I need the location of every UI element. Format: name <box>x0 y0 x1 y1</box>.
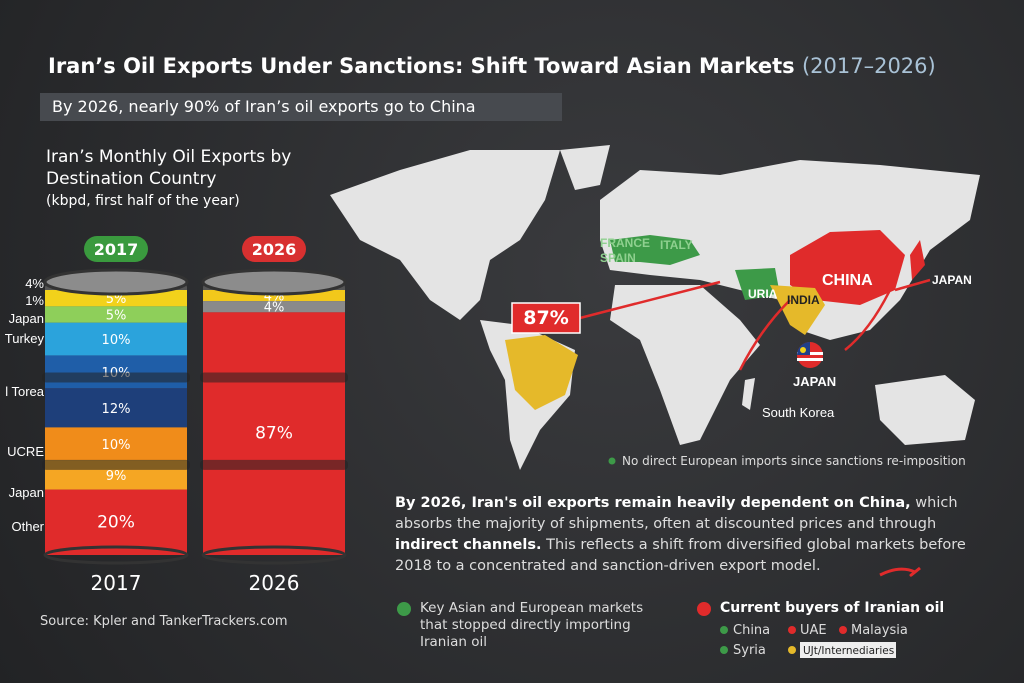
legend-left: Key Asian and European markets that stop… <box>420 600 644 650</box>
barrel-ring <box>200 459 348 470</box>
barrel-ring <box>42 459 190 470</box>
map-label: JAPAN <box>932 273 972 287</box>
australia <box>875 375 975 445</box>
legend-item: Syria <box>733 643 766 658</box>
arrows <box>579 278 931 371</box>
side-label: UCRE <box>7 444 44 459</box>
barrel-segment <box>45 427 187 461</box>
north-america <box>330 150 560 320</box>
barrel-segment <box>203 301 345 313</box>
map-note: No direct European imports since sanctio… <box>622 454 966 468</box>
title-text: Iran’s Oil Exports Under Sanctions: Shif… <box>48 54 795 78</box>
segment-label: 10% <box>102 333 131 348</box>
legend-dots <box>397 602 896 658</box>
side-label: 4% <box>25 276 44 291</box>
segment-label: 9% <box>106 469 127 484</box>
arrow <box>579 280 721 320</box>
madagascar <box>742 378 755 410</box>
legend-right-title: Current buyers of Iranian oil <box>720 600 945 616</box>
chart-subtitle: (kbpd, first half of the year) <box>46 193 240 209</box>
segment-label: 4% <box>264 301 285 316</box>
map-label: CHINA <box>822 272 873 289</box>
summary-text: This reflects a shift from diversified g… <box>395 537 966 574</box>
barrels: 5%5%10%10%12%10%9%20%201720174%4%87%2026… <box>5 236 348 595</box>
barrel-segment <box>45 355 187 389</box>
map-label: JAPAN <box>793 374 836 389</box>
europe-markets <box>610 235 700 265</box>
annotation: 87% <box>523 307 568 329</box>
barrel-ring <box>42 372 190 383</box>
barrel-lid <box>43 268 189 296</box>
greenland <box>560 145 610 190</box>
side-label: Other <box>11 519 44 534</box>
arrow <box>844 289 892 351</box>
segment-label: 87% <box>255 424 293 444</box>
pill <box>84 236 148 262</box>
side-label: 1% <box>25 293 44 308</box>
title: Iran’s Oil Exports Under Sanctions: Shif… <box>48 54 936 78</box>
legend-item: UJt/Internediaries <box>803 645 894 657</box>
side-label: Japan <box>9 485 44 500</box>
barrel-lid <box>201 268 347 296</box>
summary: By 2026, Iran's oil exports remain heavi… <box>395 493 975 577</box>
barrel-segment <box>45 388 187 428</box>
barrel-segment <box>45 306 187 323</box>
japan <box>910 240 925 280</box>
map-label: FRANCE <box>600 236 650 250</box>
barrel-bottom <box>201 545 347 565</box>
segment-label: 12% <box>102 402 131 417</box>
barrel-segment <box>45 290 187 307</box>
summary-bold: By 2026, Iran's oil exports remain heavi… <box>395 495 911 511</box>
side-label: Japan <box>9 311 44 326</box>
squiggle <box>879 566 921 577</box>
syria-region <box>735 268 780 300</box>
brazil <box>505 335 578 410</box>
africa <box>610 285 760 445</box>
summary-text: which absorbs the majority of shipments,… <box>395 495 958 532</box>
barrel-segment <box>45 489 187 555</box>
barrel-bottom <box>43 545 189 565</box>
barrel-segment <box>203 290 345 302</box>
barrel-segment <box>45 322 187 356</box>
world-map <box>330 145 980 470</box>
segment-label: 5% <box>106 309 127 324</box>
source: Source: Kpler and TankerTrackers.com <box>40 614 288 629</box>
note-dot <box>608 457 616 465</box>
pill-label: 2017 <box>94 240 139 259</box>
barrel-segment <box>203 312 345 555</box>
title-years: (2017–2026) <box>801 54 936 78</box>
chart-title: Iran’s Monthly Oil Exports by Destinatio… <box>46 147 292 189</box>
side-label: l Torea <box>5 384 45 399</box>
segment-label: 10% <box>102 438 131 453</box>
arrow <box>738 299 791 371</box>
eurasia <box>600 160 980 340</box>
annotation-box <box>511 302 581 334</box>
flag <box>797 342 823 368</box>
pill <box>242 236 306 262</box>
china <box>790 230 905 305</box>
legend-item: China <box>733 623 770 638</box>
legend-item: UAE <box>800 623 827 638</box>
pill-label: 2026 <box>252 240 297 259</box>
map-label: South Korea <box>762 405 835 420</box>
map-label: URIA <box>748 287 778 301</box>
subtitle: By 2026, nearly 90% of Iran’s oil export… <box>40 93 562 121</box>
segment-label: 20% <box>97 512 135 532</box>
map-label: ITALY <box>660 238 693 252</box>
x-tick-label: 2026 <box>249 571 300 595</box>
legend-item: Malaysia <box>851 623 908 638</box>
summary-bold: indirect channels. <box>395 537 542 553</box>
segment-label: 5% <box>106 292 127 307</box>
x-tick-label: 2017 <box>91 571 142 595</box>
map-label: SPAIN <box>600 251 636 265</box>
barrel-ring <box>200 372 348 383</box>
india <box>770 285 825 335</box>
map-label: INDIA <box>787 293 820 307</box>
side-label: Turkey <box>5 331 45 346</box>
arrow <box>894 278 931 292</box>
